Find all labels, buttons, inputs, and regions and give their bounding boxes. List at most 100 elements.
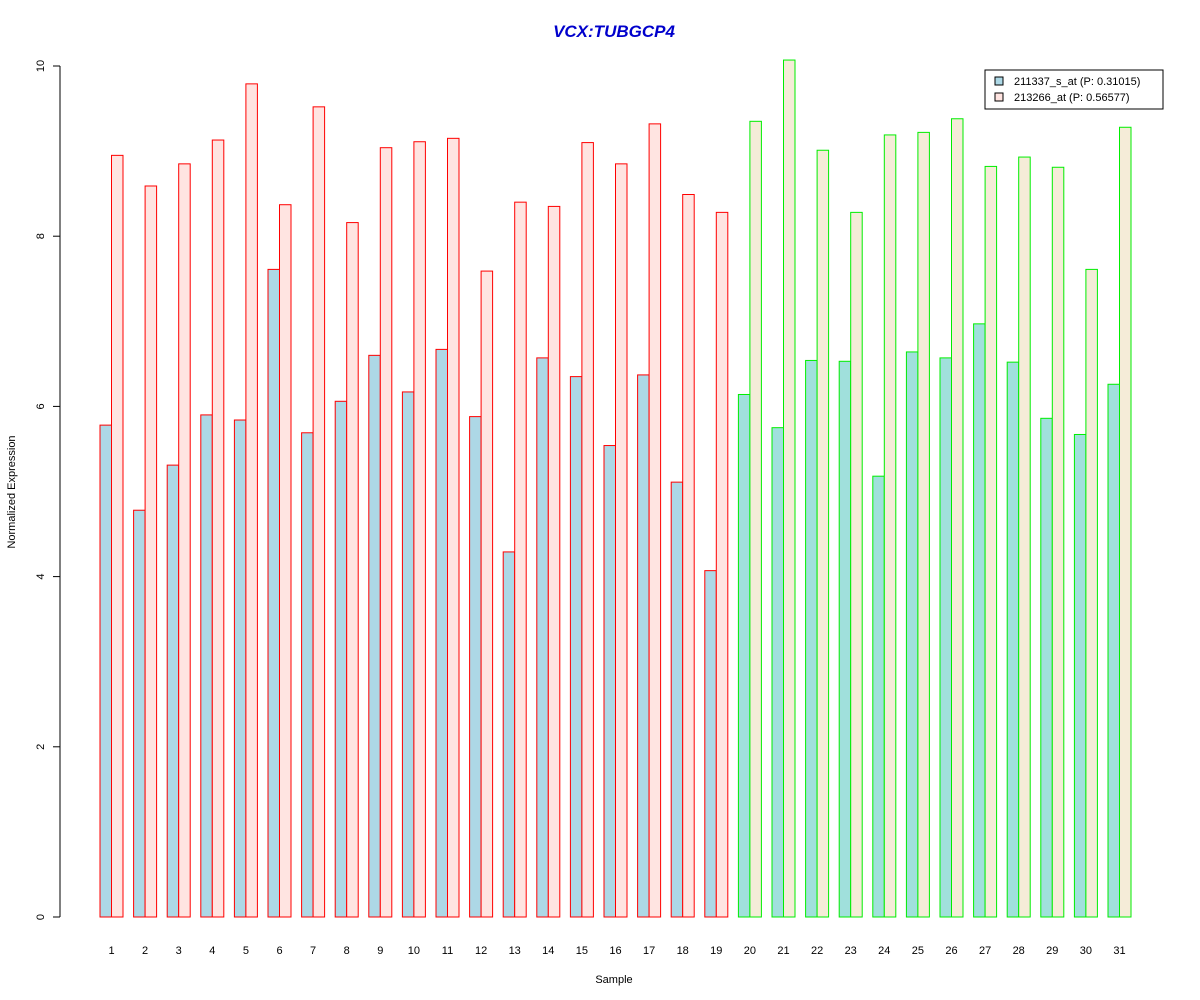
bar-series-1-sample-17	[637, 374, 650, 918]
x-tick-label: 28	[1013, 945, 1025, 957]
bar-series-1-sample-4	[200, 414, 213, 918]
bar-series-2-sample-28	[1018, 156, 1031, 918]
bar-series-1-sample-12	[469, 416, 482, 918]
bar-series-2-sample-26	[951, 118, 964, 918]
bar-series-1-sample-20	[737, 393, 751, 918]
bar-series-2-sample-14	[547, 205, 561, 918]
x-tick-label: 25	[912, 945, 924, 957]
x-tick-label: 22	[811, 945, 823, 957]
x-tick-label: 15	[576, 945, 588, 957]
bar-series-1-sample-26	[939, 357, 952, 918]
bar-series-2-sample-31	[1119, 126, 1132, 918]
x-tick-label: 13	[509, 945, 521, 957]
bar-series-2-sample-17	[648, 123, 662, 918]
bar-series-1-sample-8	[334, 400, 348, 918]
x-tick-label: 4	[209, 945, 215, 957]
x-tick-label: 3	[176, 945, 182, 957]
legend-label-series-2: 213266_at (P: 0.56577)	[1014, 92, 1130, 104]
bar-series-1-sample-30	[1073, 433, 1087, 918]
bar-series-2-sample-16	[615, 163, 628, 918]
bar-series-2-sample-6	[279, 204, 292, 918]
bar-series-2-sample-29	[1051, 166, 1065, 918]
bar-series-2-sample-25	[917, 131, 930, 918]
bar-series-2-sample-11	[447, 137, 460, 918]
bar-series-2-sample-15	[581, 142, 594, 918]
bar-series-1-sample-18	[670, 481, 684, 918]
y-tick-label: 10	[35, 60, 47, 72]
bar-series-1-sample-2	[133, 509, 146, 918]
x-tick-label: 14	[542, 945, 554, 957]
bar-series-2-sample-13	[514, 201, 527, 918]
bar-series-1-sample-15	[569, 376, 583, 918]
bar-series-1-sample-23	[838, 360, 852, 918]
x-tick-label: 17	[643, 945, 655, 957]
y-tick-label: 6	[35, 403, 47, 409]
bar-series-1-sample-7	[301, 432, 314, 918]
bar-series-2-sample-24	[883, 134, 897, 918]
x-tick-label: 27	[979, 945, 991, 957]
bar-series-1-sample-9	[368, 354, 381, 918]
x-tick-label: 21	[777, 945, 789, 957]
bar-series-2-sample-5	[245, 83, 258, 918]
bar-series-1-sample-13	[502, 551, 516, 918]
bar-series-2-sample-20	[749, 120, 762, 918]
bar-series-1-sample-21	[771, 427, 784, 918]
bar-series-2-sample-27	[984, 165, 998, 918]
bar-series-1-sample-1	[99, 424, 112, 918]
bar-series-1-sample-16	[603, 445, 616, 918]
bars	[99, 59, 1132, 918]
bar-series-1-sample-10	[401, 391, 415, 918]
legend-swatch-series-1	[994, 76, 1004, 86]
x-tick-label: 9	[377, 945, 383, 957]
bar-series-2-sample-1	[111, 154, 124, 918]
bar-series-2-sample-7	[312, 106, 326, 918]
y-axis: 0 2 4 6 8 10	[35, 60, 61, 920]
x-tick-label: 2	[142, 945, 148, 957]
bar-series-2-sample-3	[178, 163, 191, 918]
bar-series-2-sample-4	[211, 139, 225, 918]
x-tick-label: 19	[710, 945, 722, 957]
x-tick-label: 24	[878, 945, 890, 957]
bar-series-1-sample-31	[1107, 383, 1120, 918]
bar-series-2-sample-2	[144, 185, 158, 918]
x-axis-label: Sample	[595, 974, 632, 986]
bar-series-1-sample-3	[166, 464, 180, 918]
x-tick-labels: 1 2 3 4 5 6 7 8 9 10 11 12 13 14 15 16 17 18 19 20 21 22 23 24 2…	[108, 945, 1125, 957]
bar-series-2-sample-18	[682, 194, 695, 918]
x-tick-label: 5	[243, 945, 249, 957]
bar-series-2-sample-21	[783, 59, 796, 918]
y-tick-label: 0	[35, 914, 47, 920]
bar-series-2-sample-9	[379, 147, 393, 918]
y-axis-label: Normalized Expression	[6, 435, 18, 548]
x-tick-label: 26	[945, 945, 957, 957]
chart-title: VCX:TUBGCP4	[553, 22, 675, 41]
bar-series-1-sample-19	[704, 570, 717, 918]
bar-series-2-sample-12	[480, 270, 494, 918]
bar-series-1-sample-22	[805, 359, 818, 918]
x-tick-label: 6	[276, 945, 282, 957]
bar-series-2-sample-8	[346, 222, 359, 918]
legend-label-series-1: 211337_s_at (P: 0.31015)	[1014, 76, 1140, 88]
bar-series-2-sample-10	[413, 141, 426, 918]
y-tick-label: 8	[35, 233, 47, 239]
x-tick-label: 18	[677, 945, 689, 957]
x-tick-label: 20	[744, 945, 756, 957]
bar-series-2-sample-30	[1085, 268, 1098, 918]
bar-series-2-sample-22	[816, 149, 830, 918]
bar-series-1-sample-28	[1006, 361, 1020, 918]
bar-series-1-sample-6	[267, 268, 280, 918]
x-tick-label: 1	[108, 945, 114, 957]
bar-series-1-sample-14	[536, 357, 549, 918]
x-tick-label: 7	[310, 945, 316, 957]
x-tick-label: 16	[609, 945, 621, 957]
bar-series-1-sample-11	[435, 348, 448, 918]
x-tick-label: 11	[442, 945, 453, 957]
x-tick-label: 23	[845, 945, 857, 957]
x-tick-label: 12	[475, 945, 487, 957]
bar-series-2-sample-23	[850, 211, 863, 918]
legend-box	[984, 69, 1164, 110]
x-tick-label: 10	[408, 945, 420, 957]
bar-series-1-sample-29	[1040, 417, 1053, 918]
x-tick-label: 30	[1080, 945, 1092, 957]
